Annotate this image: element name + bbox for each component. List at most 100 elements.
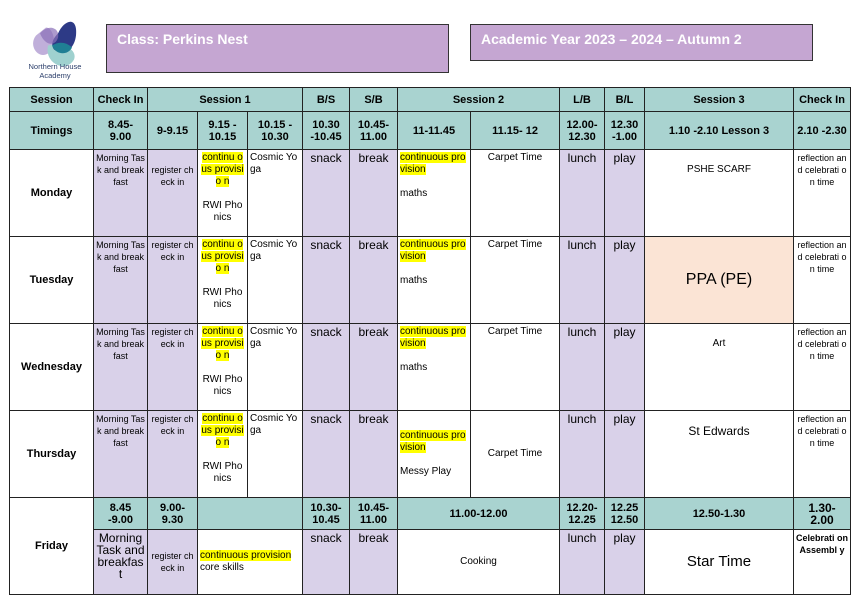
timetable-cell: continuous provision Messy Play [397,410,471,498]
timetable-cell: continu ous provisio n RWI Phonics [197,149,248,237]
cell-text: 10.45- 11.00 [357,501,390,526]
cell-text: 12.50-1.30 [692,507,746,520]
cell-text: 9-9.15 [156,124,189,137]
cell-text: 11.00-12.00 [449,507,508,520]
timetable-cell: 2.10 -2.30 [793,111,851,150]
timetable-cell: Thursday [9,410,94,498]
cell-text: Cosmic Yoga [250,152,298,175]
row-friday-timings: Friday 8.45 -9.00 9.00- 9.30 10.30- 10.45 10… [9,497,851,595]
highlighted-text: continuous provision [400,326,466,349]
timetable-cell: Session [9,87,94,112]
timetable-cell: snack [302,529,350,595]
timetable-cell: Celebrati on Assembl y [793,529,851,595]
timetable-cell: 10.30 -10.45 [302,111,350,150]
highlighted-text: continuous provision [400,239,466,262]
highlighted-text: continuous provision [400,152,466,175]
cell-text: Wednesday [21,361,82,373]
timetable-cell: continu ous provisio n RWI Phonics [197,236,248,324]
cell-text: lunch [567,531,597,545]
timetable-cell: reflection and celebrati on time [793,323,851,411]
highlighted-text: continu ous provisio n [201,413,244,448]
timetable-cell: reflection and celebrati on time [793,236,851,324]
timetable-cell: continu ous provisio n RWI Phonics [197,323,248,411]
timetable-cell: B/S [302,87,350,112]
timetable-cell: 12.25 12.50 [604,497,645,530]
timetable-cell: snack [302,149,350,237]
timetable-cell: register check in [147,529,198,595]
cell-text: Check In [97,93,144,106]
timetable-cell: 8.45- 9.00 [93,111,148,150]
timetable-cell: lunch [559,410,605,498]
timetable-cell: break [349,410,398,498]
cell-text: register check in [151,414,194,436]
timetable: Session Check In Session 1 B/S S/B Session 2 L… [9,87,851,595]
cell-text: Cosmic Yoga [250,239,298,262]
cell-text: Morning Task and breakfast [96,240,145,274]
cell-text: Cosmic Yoga [250,326,298,349]
timetable-cell: Session 2 [397,87,560,112]
row-thursday: Thursday Morning Task and breakfast regist… [9,410,851,498]
timetable-cell: break [349,323,398,411]
cell-text: 8.45 -9.00 [107,501,134,526]
timetable-cell: register check in [147,323,198,411]
row-wednesday: Wednesday Morning Task and breakfast regis… [9,323,851,411]
cell-text: lunch [567,325,597,339]
timetable-cell: Carpet Time [470,323,560,411]
cell-text: snack [310,531,342,545]
timetable-cell: play [604,410,645,498]
timetable-cell: reflection and celebrati on time [793,410,851,498]
class-title: Class: Perkins Nest [106,24,449,73]
timetable-cell: break [349,529,398,595]
highlighted-text: continuous provision [400,430,466,453]
cell-text: 12.00- 12.30 [566,118,598,143]
cell-text: 10.45- 11.00 [357,118,390,143]
header-sessions: Session Check In Session 1 B/S S/B Session 2 L… [9,87,851,112]
cell-text: PSHE SCARF [687,164,751,175]
timetable-cell: 8.45 -9.00 [93,497,148,530]
timetable-cell: lunch [559,529,605,595]
cell-text: 12.20- 12.25 [566,501,598,526]
cell-text: play [613,151,636,165]
timetable-cell: Session 3 [644,87,794,112]
cell-text: 11.15- 12 [492,124,538,137]
timetable-cell: 9.15 - 10.15 [197,111,248,150]
cell-text: Carpet Time [487,326,543,337]
cell-text: reflection and celebrati on time [797,240,847,274]
cell-text: Art [712,338,726,349]
timetable-cell: Session 1 [147,87,303,112]
timetable-cell: Carpet Time [470,236,560,324]
cell-text: break [358,531,389,545]
cell-text: Session [30,93,73,106]
cell-text: play [613,531,636,545]
timetable-cell: lunch [559,149,605,237]
cell-text: reflection and celebrati on time [797,414,847,448]
cell-text: RWI Phonics [202,461,243,484]
cell-text: break [358,238,389,252]
header-timings: Timings 8.45- 9.00 9-9.15 9.15 - 10.15 10.15… [9,111,851,150]
timetable-cell: S/B [349,87,398,112]
cell-text: Session 2 [452,93,505,106]
cell-text: snack [310,238,342,252]
cell-text: 10.30 -10.45 [310,118,342,143]
timetable-cell: 9-9.15 [147,111,198,150]
cell-text: snack [310,151,342,165]
cell-text: Timings [30,124,73,137]
cell-text: Star Time [686,553,752,570]
timetable-cell: L/B [559,87,605,112]
cell-text: maths [400,188,428,199]
cell-text: Morning Task and breakfast [96,327,145,361]
logo-text: Northern House Academy [28,62,82,80]
timetable-cell: snack [302,236,350,324]
cell-text: register check in [151,327,194,349]
cell-text: B/S [316,93,336,106]
timetable-cell: Check In [793,87,851,112]
timetable-cell: continuous provision maths [397,236,471,324]
timetable-cell: register check in [147,236,198,324]
highlighted-text: continu ous provisio n [201,152,244,187]
cell-text: reflection and celebrati on time [797,153,847,187]
timetable-cell: Morning Task and breakfast [93,149,148,237]
cell-text: 1.10 -2.10 Lesson 3 [668,124,770,137]
timetable-cell: Carpet Time [470,410,560,498]
timetable-cell: Tuesday [9,236,94,324]
timetable-cell: 12.20- 12.25 [559,497,605,530]
